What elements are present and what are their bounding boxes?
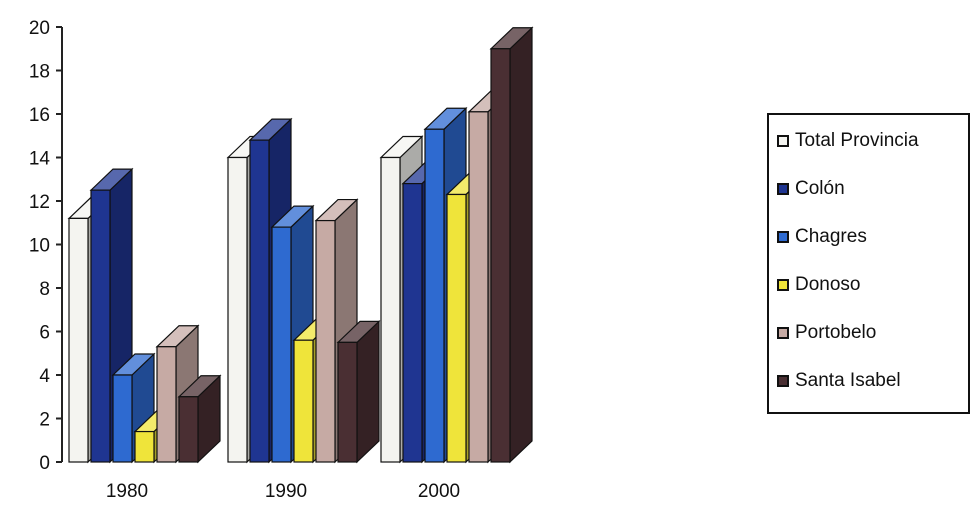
- legend-label: Chagres: [795, 226, 867, 247]
- legend: Total Provincia Colón Chagres Donoso Por…: [767, 113, 970, 414]
- legend-swatch: [777, 327, 789, 339]
- bar-front: [380, 156, 401, 463]
- bar-front: [468, 111, 489, 463]
- x-tick-label: 1990: [265, 481, 307, 502]
- legend-swatch: [777, 375, 789, 387]
- y-tick-label: 14: [29, 149, 51, 170]
- bars: [67, 26, 534, 464]
- y-tick-label: 16: [29, 105, 50, 126]
- y-tick-label: 18: [29, 62, 50, 83]
- bar-front: [315, 219, 336, 463]
- bar-front: [271, 226, 292, 463]
- legend-item-santa-isabel: Santa Isabel: [777, 367, 901, 395]
- bar-front: [293, 339, 314, 463]
- bar-front: [402, 183, 423, 463]
- y-tick-label: 20: [29, 18, 50, 39]
- bar-front: [90, 189, 111, 463]
- bar-side: [356, 319, 380, 464]
- bar-side: [509, 26, 533, 464]
- bar-front: [424, 128, 445, 463]
- legend-item-donoso: Donoso: [777, 271, 861, 299]
- y-tick-label: 0: [39, 453, 50, 474]
- y-tick-label: 12: [29, 192, 50, 213]
- bar-front: [490, 48, 511, 463]
- legend-swatch: [777, 135, 789, 147]
- x-axis-labels: 1980 1990 2000: [106, 481, 460, 502]
- bar-front: [156, 346, 177, 463]
- legend-label: Donoso: [795, 274, 861, 295]
- bar-front: [112, 374, 133, 463]
- legend-label: Colón: [795, 178, 845, 199]
- bar-front: [134, 430, 155, 463]
- legend-label: Santa Isabel: [795, 370, 901, 391]
- legend-item-portobelo: Portobelo: [777, 319, 876, 347]
- legend-item-total-provincia: Total Provincia: [777, 127, 919, 155]
- x-tick-label: 1980: [106, 481, 148, 502]
- legend-swatch: [777, 183, 789, 195]
- legend-item-colon: Colón: [777, 175, 845, 203]
- bar-front: [249, 139, 270, 463]
- legend-item-chagres: Chagres: [777, 223, 867, 251]
- legend-label: Total Provincia: [795, 130, 919, 151]
- legend-swatch: [777, 231, 789, 243]
- y-tick-label: 2: [39, 410, 50, 431]
- bar-front: [446, 193, 467, 463]
- y-tick-label: 8: [39, 279, 50, 300]
- x-tick-label: 2000: [418, 481, 460, 502]
- bar: [177, 374, 222, 464]
- bar: [336, 319, 381, 464]
- y-axis: 0 2 4 6 8 10 12 14 16 18 20: [29, 18, 63, 474]
- y-tick-label: 10: [29, 236, 50, 257]
- bar-front: [227, 156, 248, 463]
- bar-front: [178, 396, 199, 463]
- legend-swatch: [777, 279, 789, 291]
- y-tick-label: 4: [39, 366, 50, 387]
- bar-front: [337, 341, 358, 463]
- y-tick-label: 6: [39, 323, 50, 344]
- bar-front: [68, 217, 89, 463]
- legend-label: Portobelo: [795, 322, 877, 343]
- bar: [489, 26, 534, 464]
